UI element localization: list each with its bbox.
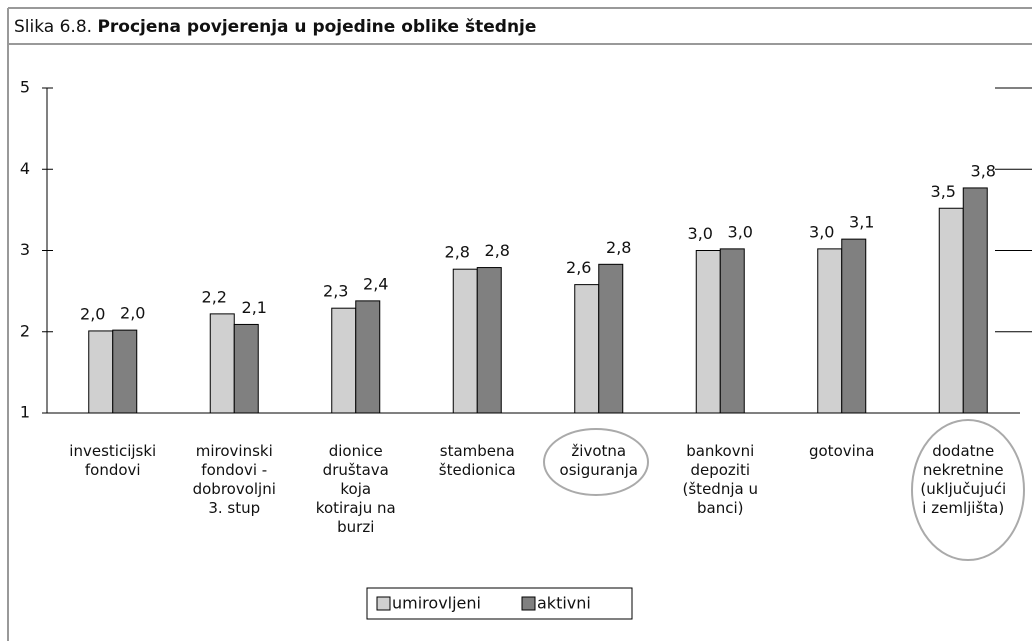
bar [331,307,357,414]
legend-label: aktivni [537,594,591,613]
value-label: 3,5 [931,182,956,201]
y-tick-label: 4 [20,159,30,178]
y-tick-label: 3 [20,240,30,259]
value-label: 2,4 [363,274,388,293]
y-tick-label: 5 [20,78,30,97]
value-label: 2,0 [120,304,145,323]
bar [695,250,721,414]
value-label: 2,1 [242,298,267,317]
x-tick-label: stambena štedionica [438,442,516,479]
bar [452,268,478,414]
value-label: 2,3 [323,282,348,301]
value-label: 2,2 [202,287,227,306]
highlight-ellipse [543,428,649,496]
y-tick-label: 1 [20,403,30,422]
chart-title: Procjena povjerenja u pojedine oblike št… [97,17,537,37]
value-label: 3,0 [809,222,834,241]
value-label: 2,8 [485,241,510,260]
value-label: 2,6 [566,258,591,277]
bar [841,238,867,414]
figure-label: Slika 6.8. [14,17,93,37]
value-label: 3,0 [728,222,753,241]
bar [476,267,502,414]
value-label: 2,8 [606,238,631,257]
x-tick-label: mirovinski fondovi - dobrovoljni 3. stup [192,442,276,517]
x-tick-label: bankovni depoziti (štednja u banci) [682,442,758,517]
x-tick-label: dodatne nekretnine (uključujući i zemlji… [920,442,1007,517]
value-label: 3,8 [971,161,996,180]
bar [938,207,964,414]
title-bar: Slika 6.8. Procjena povjerenja u pojedin… [14,17,536,37]
bar [598,263,624,414]
bar [355,300,381,414]
x-tick-label: investicijski fondovi [69,442,157,479]
highlight-ellipse [911,419,1025,561]
x-tick-label: gotovina [808,442,875,460]
bar [817,248,843,414]
value-label: 2,8 [445,243,470,262]
legend-box [366,587,633,620]
value-label: 3,0 [688,224,713,243]
bar [233,323,259,414]
legend-swatch [521,596,536,611]
bar [962,187,988,414]
bar [88,330,114,414]
value-label: 3,1 [849,213,874,232]
x-tick-label: dionice društava koja kotiraju na burzi [315,442,396,536]
y-tick-label: 2 [20,321,30,340]
bar [209,313,235,414]
x-tick-label: životna osiguranja [559,442,638,479]
legend-swatch [376,596,391,611]
bar [719,248,745,414]
legend-label: umirovljeni [392,594,481,613]
bar [112,329,138,414]
bar [574,284,600,414]
value-label: 2,0 [80,304,105,323]
